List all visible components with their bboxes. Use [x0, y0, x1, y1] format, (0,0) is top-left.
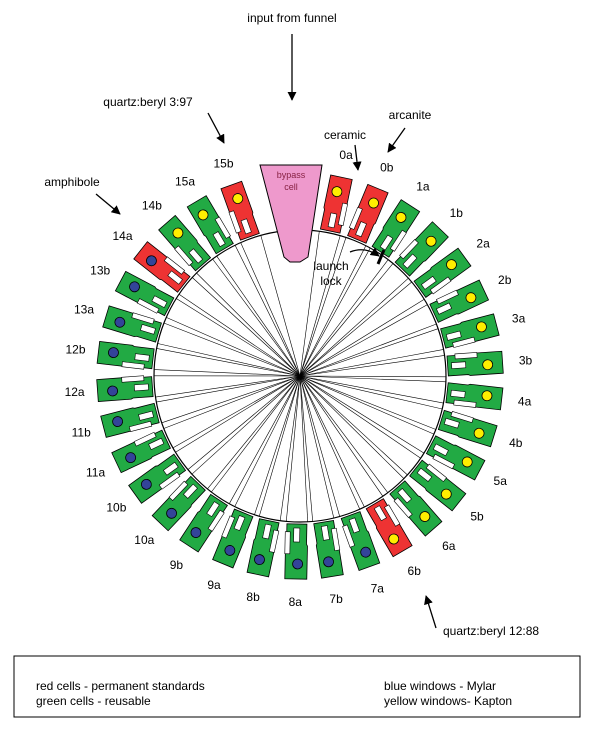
cell-label: 13a: [74, 303, 94, 317]
spoke: [300, 324, 436, 376]
sample-cell: [101, 402, 160, 438]
spoke: [300, 376, 407, 475]
cell-label: 12b: [65, 343, 85, 357]
cell-label: 6b: [408, 564, 422, 578]
launch-lock-label: launch: [313, 259, 348, 273]
amphibole-label: amphibole: [44, 175, 100, 189]
cell-label: 8a: [289, 595, 303, 609]
cell-slot: [285, 532, 290, 554]
cell-label: 11b: [72, 426, 91, 440]
cell-label: 3b: [519, 354, 533, 368]
cell-label: 6a: [442, 539, 456, 553]
sample-cell: [97, 341, 154, 370]
sample-cell: [313, 520, 344, 578]
legend-text: blue windows - Mylar: [384, 679, 496, 693]
sample-cell: [247, 518, 280, 576]
cell-label: 7b: [329, 592, 343, 606]
cell-notch: [135, 354, 150, 362]
cell-label: 4a: [518, 395, 532, 409]
spoke: [300, 376, 334, 518]
cell-window: [482, 359, 493, 370]
cell-window: [292, 559, 302, 569]
sample-cell: [319, 175, 352, 233]
cell-label: 2b: [498, 273, 512, 287]
cell-notch: [451, 390, 466, 398]
cell-body: [101, 402, 160, 437]
cell-label: 0a: [339, 148, 353, 162]
cell-label: 15a: [175, 174, 195, 188]
bypass-label: cell: [284, 182, 298, 192]
cell-window: [107, 386, 118, 397]
cell-slot: [455, 352, 477, 358]
cell-label: 9b: [170, 558, 184, 572]
cell-label: 1a: [416, 179, 430, 193]
sample-cell: [447, 351, 503, 377]
cell-label: 10b: [106, 501, 126, 515]
spoke: [235, 245, 300, 376]
sample-cell: [440, 314, 499, 350]
cell-label: 4b: [509, 436, 523, 450]
spoke: [300, 355, 445, 376]
cell-label: 11a: [86, 466, 105, 480]
spoke: [207, 376, 300, 489]
cell-label: 2a: [476, 237, 490, 251]
arcanite-label: arcanite: [389, 108, 432, 122]
arrow: [208, 113, 224, 143]
cell-label: 9a: [207, 578, 221, 592]
spoke: [300, 376, 421, 458]
input-label: input from funnel: [247, 11, 336, 25]
cell-notch: [451, 362, 465, 369]
ceramic-label: ceramic: [324, 128, 366, 142]
bypass-label: bypass: [277, 170, 306, 180]
cell-label: 10a: [134, 533, 154, 547]
cell-notch: [134, 384, 148, 391]
spoke: [154, 370, 300, 376]
cell-label: 0b: [380, 160, 394, 174]
cell-body: [438, 409, 497, 446]
spoke: [300, 282, 412, 376]
cell-label: 1b: [450, 206, 464, 220]
legend-text: green cells - reusable: [36, 694, 151, 708]
legend-text: red cells - permanent standards: [36, 679, 205, 693]
spoke: [235, 376, 300, 507]
cell-notch: [294, 528, 300, 542]
spoke: [173, 376, 300, 448]
arrow: [96, 194, 120, 214]
legend-text: yellow windows- Kapton: [384, 694, 512, 708]
spoke: [213, 259, 300, 376]
spoke: [300, 376, 404, 479]
arrow: [355, 145, 358, 170]
spoke: [197, 273, 301, 376]
cell-label: 8b: [246, 590, 260, 604]
cell-label: 12a: [65, 385, 85, 399]
spoke: [164, 376, 300, 429]
spoke: [162, 376, 300, 423]
cell-label: 14b: [142, 198, 162, 212]
cell-label: 7a: [371, 581, 385, 595]
cell-label: 5a: [494, 474, 508, 488]
cell-label: 14a: [112, 229, 132, 243]
spoke: [300, 329, 438, 376]
sample-cell: [446, 382, 503, 411]
arrow: [388, 128, 405, 152]
sample-cell: [97, 375, 153, 401]
quartz-beryl-label: quartz:beryl 12:88: [443, 624, 539, 638]
spoke: [192, 278, 300, 377]
sample-cell: [438, 409, 497, 447]
cell-label: 13b: [90, 263, 110, 277]
spoke: [300, 263, 393, 376]
launch-lock-label: lock: [320, 274, 342, 288]
cell-body: [440, 314, 499, 349]
spoke: [300, 305, 427, 376]
cell-label: 3a: [512, 312, 526, 326]
cell-label: 5b: [470, 510, 484, 524]
arrow: [426, 596, 436, 628]
cell-label: 15b: [213, 156, 233, 170]
spokes: [154, 231, 446, 522]
sample-cell: [284, 524, 308, 579]
quartz-beryl-label: quartz:beryl 3:97: [103, 95, 193, 109]
